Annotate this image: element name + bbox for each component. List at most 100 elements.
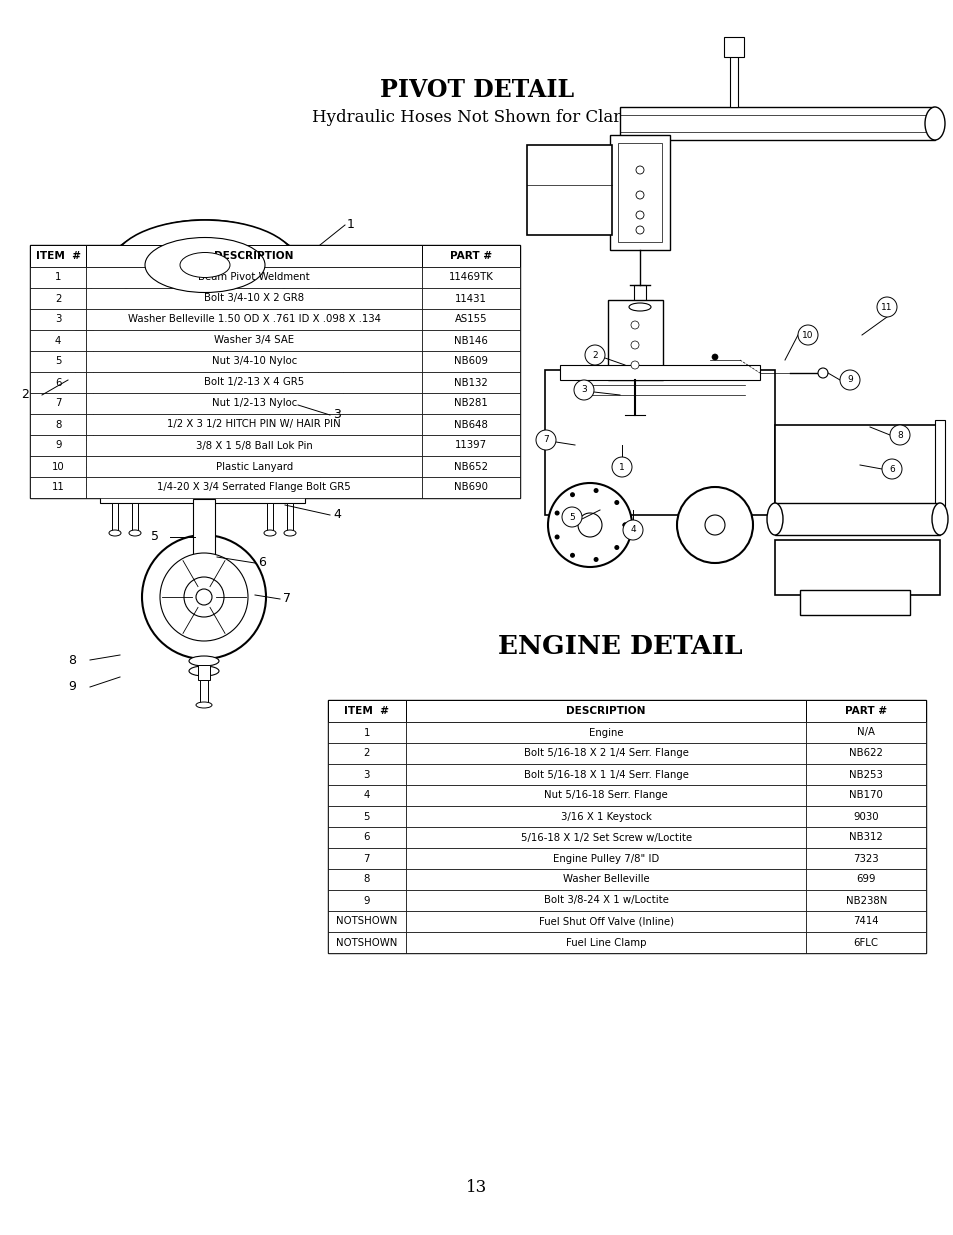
Text: 6: 6 (363, 832, 370, 842)
Bar (87, 372, 421, 393)
Bar (30, 414, 87, 435)
Text: 4: 4 (363, 790, 370, 800)
Bar (421, 477, 519, 498)
Bar (87, 477, 421, 498)
Bar (30, 435, 87, 456)
Bar (87, 245, 421, 267)
Bar (30, 456, 87, 477)
Text: 7: 7 (283, 593, 291, 605)
Bar (328, 743, 405, 764)
Bar (30, 267, 87, 288)
Text: ITEM  #: ITEM # (344, 706, 389, 716)
Bar (405, 827, 805, 848)
Ellipse shape (189, 666, 219, 676)
Bar (30, 351, 87, 372)
Bar (405, 764, 805, 785)
Text: 11397: 11397 (455, 441, 487, 451)
Bar (193, 499, 214, 567)
Bar (328, 869, 405, 890)
Text: NB690: NB690 (454, 483, 488, 493)
Text: 9030: 9030 (853, 811, 878, 821)
Text: 5/16-18 X 1/2 Set Screw w/Loctite: 5/16-18 X 1/2 Set Screw w/Loctite (520, 832, 691, 842)
Bar (805, 722, 925, 743)
Bar (934, 420, 944, 510)
Text: NOTSHOWN: NOTSHOWN (335, 916, 397, 926)
Bar (805, 806, 925, 827)
Bar (559, 366, 760, 380)
Text: 9: 9 (68, 680, 76, 694)
Text: 6: 6 (257, 557, 266, 569)
Text: N/A: N/A (857, 727, 874, 737)
Text: NB609: NB609 (454, 357, 488, 367)
Text: 8: 8 (896, 431, 902, 440)
Text: Washer Belleville 1.50 OD X .761 ID X .098 X .134: Washer Belleville 1.50 OD X .761 ID X .0… (128, 315, 380, 325)
Bar (774, 425, 939, 505)
Bar (805, 700, 925, 722)
Text: Engine: Engine (588, 727, 622, 737)
Bar (328, 806, 405, 827)
Text: Fuel Shut Off Valve (Inline): Fuel Shut Off Valve (Inline) (537, 916, 673, 926)
Text: 3: 3 (333, 409, 340, 421)
Text: Washer 3/4 SAE: Washer 3/4 SAE (213, 336, 294, 346)
Bar (90, 300, 319, 475)
Bar (87, 393, 421, 414)
Ellipse shape (195, 701, 212, 708)
Bar (805, 890, 925, 911)
Bar (328, 722, 405, 743)
Text: Nut 1/2-13 Nyloc: Nut 1/2-13 Nyloc (212, 399, 296, 409)
Bar (805, 932, 925, 953)
Bar (421, 393, 519, 414)
Bar (634, 285, 645, 305)
Ellipse shape (931, 503, 947, 535)
Text: 5: 5 (151, 531, 159, 543)
Circle shape (554, 535, 559, 540)
Bar (30, 372, 87, 393)
Circle shape (882, 459, 901, 479)
Bar (30, 309, 87, 330)
Bar (112, 503, 118, 534)
Text: Nut 3/4-10 Nyloc: Nut 3/4-10 Nyloc (212, 357, 296, 367)
Text: NB648: NB648 (454, 420, 487, 430)
Text: NB253: NB253 (848, 769, 882, 779)
Bar (421, 288, 519, 309)
Bar (30, 393, 87, 414)
Bar (198, 664, 210, 680)
Bar (421, 435, 519, 456)
Bar (405, 869, 805, 890)
Polygon shape (90, 220, 319, 300)
Text: Bolt 5/16-18 X 2 1/4 Serr. Flange: Bolt 5/16-18 X 2 1/4 Serr. Flange (523, 748, 688, 758)
Bar (609, 135, 669, 249)
Ellipse shape (189, 656, 219, 666)
Bar (87, 267, 421, 288)
Bar (328, 890, 405, 911)
Bar (421, 330, 519, 351)
Bar (421, 309, 519, 330)
Circle shape (184, 577, 224, 618)
Circle shape (547, 483, 631, 567)
Circle shape (840, 370, 859, 390)
Bar (805, 743, 925, 764)
Text: 6: 6 (888, 464, 894, 473)
Circle shape (636, 226, 643, 233)
Text: 13: 13 (466, 1178, 487, 1195)
Text: NB622: NB622 (848, 748, 882, 758)
Circle shape (578, 513, 601, 537)
Bar (805, 869, 925, 890)
Text: DESCRIPTION: DESCRIPTION (566, 706, 645, 716)
Text: NB312: NB312 (848, 832, 882, 842)
Text: Bolt 5/16-18 X 1 1/4 Serr. Flange: Bolt 5/16-18 X 1 1/4 Serr. Flange (523, 769, 688, 779)
Bar (800, 590, 909, 615)
Bar (405, 890, 805, 911)
Bar (805, 827, 925, 848)
Ellipse shape (284, 530, 295, 536)
Bar (87, 351, 421, 372)
Ellipse shape (180, 252, 230, 278)
Bar (87, 414, 421, 435)
Circle shape (536, 430, 556, 450)
Text: DESCRIPTION: DESCRIPTION (214, 251, 294, 261)
Bar (328, 848, 405, 869)
Bar (618, 143, 661, 242)
Text: NOTSHOWN: NOTSHOWN (335, 937, 397, 947)
Text: 6FLC: 6FLC (853, 937, 878, 947)
Bar (405, 700, 805, 722)
